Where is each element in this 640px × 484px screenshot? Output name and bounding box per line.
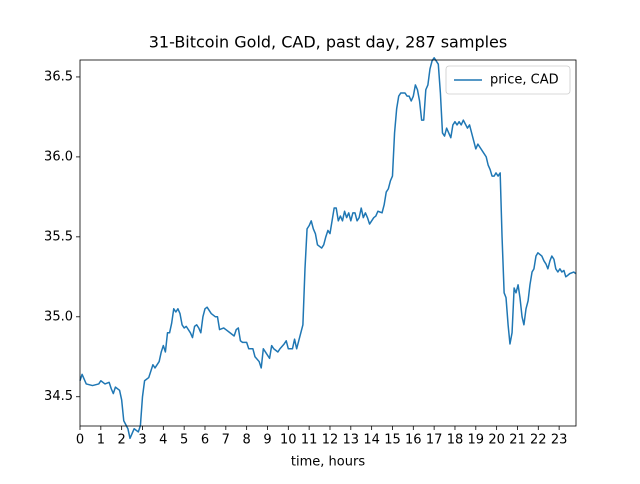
x-tick-label: 5 — [180, 433, 188, 448]
x-tick-label: 3 — [138, 433, 146, 448]
x-tick-label: 8 — [243, 433, 251, 448]
y-tick-label: 35.0 — [44, 309, 73, 324]
x-tick-label: 15 — [384, 433, 401, 448]
x-tick-label: 19 — [468, 433, 485, 448]
legend-label: price, CAD — [490, 73, 559, 88]
x-tick-label: 20 — [488, 433, 505, 448]
x-tick-label: 9 — [263, 433, 271, 448]
y-tick-label: 34.5 — [44, 389, 73, 404]
x-tick-label: 6 — [201, 433, 209, 448]
x-tick-label: 17 — [426, 433, 443, 448]
y-tick-label: 36.5 — [44, 69, 73, 84]
legend-box — [445, 65, 571, 95]
x-tick-label: 12 — [322, 433, 339, 448]
chart-title: 31-Bitcoin Gold, CAD, past day, 287 samp… — [149, 33, 507, 52]
x-tick-label: 13 — [343, 433, 360, 448]
x-tick-label: 0 — [76, 433, 84, 448]
x-tick-label: 10 — [280, 433, 297, 448]
x-tick-label: 16 — [405, 433, 422, 448]
x-tick-label: 4 — [159, 433, 167, 448]
x-tick-label: 18 — [447, 433, 464, 448]
x-tick-label: 22 — [530, 433, 547, 448]
y-tick-label: 36.0 — [44, 149, 73, 164]
plot-frame — [79, 59, 577, 427]
price-line — [79, 57, 577, 440]
x-tick-label: 11 — [301, 433, 318, 448]
x-tick-label: 21 — [509, 433, 526, 448]
x-tick-label: 1 — [97, 433, 105, 448]
y-tick-label: 35.5 — [44, 229, 73, 244]
x-tick-label: 7 — [222, 433, 230, 448]
x-tick-label: 2 — [118, 433, 126, 448]
x-axis-label: time, hours — [291, 455, 365, 470]
x-tick-label: 23 — [551, 433, 568, 448]
x-tick-label: 14 — [363, 433, 380, 448]
